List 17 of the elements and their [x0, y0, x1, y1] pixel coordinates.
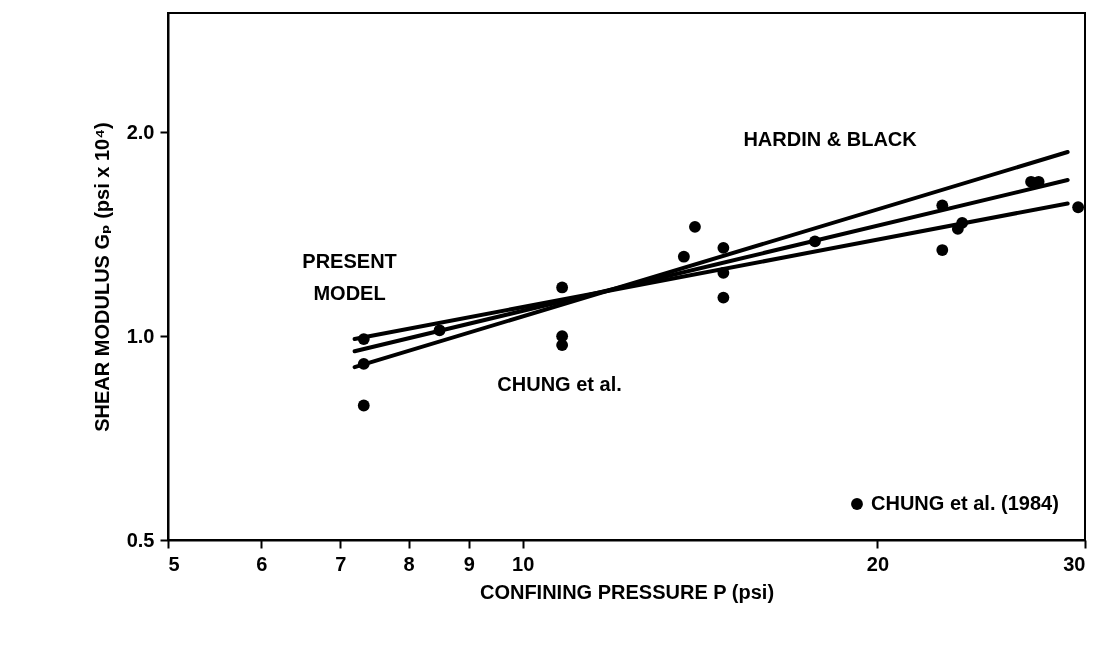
annotation: PRESENT MODEL [302, 249, 397, 304]
x-tick-label: 10 [512, 552, 535, 575]
x-tick-label: 5 [168, 552, 180, 575]
y-tick-label: 2.0 [126, 120, 155, 143]
x-tick-label: 9 [463, 552, 475, 575]
annotation: CHUNG et al. [497, 373, 622, 396]
x-tick-label: 8 [403, 552, 415, 575]
x-tick-label: 6 [256, 552, 268, 575]
x-tick-label: 30 [1063, 552, 1086, 575]
y-tick-label: 0.5 [126, 528, 155, 551]
x-tick-label: 7 [335, 552, 347, 575]
x-tick-label: 20 [866, 552, 890, 575]
x-axis-title: CONFINING PRESSURE P (psi) [479, 580, 775, 603]
annotation: HARDIN & BLACK [743, 128, 918, 151]
y-axis-title: SHEAR MODULUS Gₚ (psi x 10⁴) [90, 122, 113, 432]
legend-label: CHUNG et al. (1984) [871, 492, 1059, 514]
y-tick-label: 1.0 [126, 324, 155, 347]
